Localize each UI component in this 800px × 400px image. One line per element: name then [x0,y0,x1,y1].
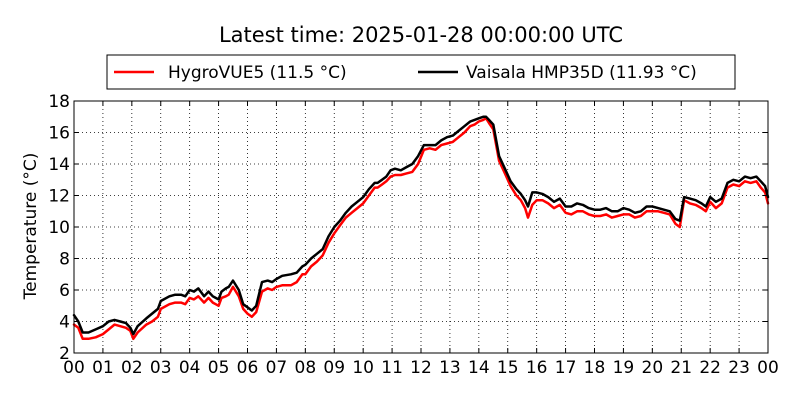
y-tick-label: 6 [59,281,70,301]
x-tick-label: 00 [63,358,85,378]
y-tick-label: 4 [59,313,70,333]
x-tick-label: 09 [323,358,345,378]
plot-frame [73,100,769,354]
x-tick-label: 13 [439,358,461,378]
x-tick-label: 04 [179,358,201,378]
x-tick-label: 22 [699,358,721,378]
y-tick-label: 8 [59,250,70,270]
chart-title: Latest time: 2025-01-28 00:00:00 UTC [219,23,623,47]
series-line-hygrovue5 [72,117,770,341]
x-tick-label: 01 [92,358,114,378]
x-tick-label: 11 [381,358,403,378]
series-layer [72,115,770,341]
x-tick-label: 20 [642,358,664,378]
x-tick-label: 06 [237,358,259,378]
x-tick-label: 16 [526,358,548,378]
y-tick-label: 2 [59,344,70,364]
y-axis-label: Temperature (°C) [21,153,41,301]
legend-label-vaisala: Vaisala HMP35D (11.93 °C) [466,63,697,83]
ticks: 00 01 02 03 04 05 06 07 08 09 10 11 12 13 14 15 16 17 18 19… [48,92,778,378]
legend-label-hygrovue5: HygroVUE5 (11.5 °C) [168,63,347,83]
x-tick-label: 02 [121,358,143,378]
y-tick-label: 18 [48,92,70,112]
x-tick-label: 07 [266,358,288,378]
x-tick-label: 18 [584,358,606,378]
x-tick-label: 10 [352,358,374,378]
x-tick-label: 12 [410,358,432,378]
series-line-vaisala [72,115,770,336]
x-tick-label: 17 [555,358,577,378]
y-tick-label: 14 [48,155,70,175]
x-tick-label: 08 [295,358,317,378]
x-tick-label: 21 [670,358,692,378]
x-tick-label: 05 [208,358,230,378]
x-tick-label: 14 [468,358,490,378]
legend: HygroVUE5 (11.5 °C) Vaisala HMP35D (11.9… [106,54,736,90]
y-tick-label: 10 [48,218,70,238]
x-tick-label: 03 [150,358,172,378]
x-tick-label: 23 [728,358,750,378]
x-tick-label: 19 [613,358,635,378]
x-tick-label: 15 [497,358,519,378]
y-tick-label: 16 [48,124,70,144]
x-tick-label: 00 [757,358,779,378]
y-tick-label: 12 [48,187,70,207]
